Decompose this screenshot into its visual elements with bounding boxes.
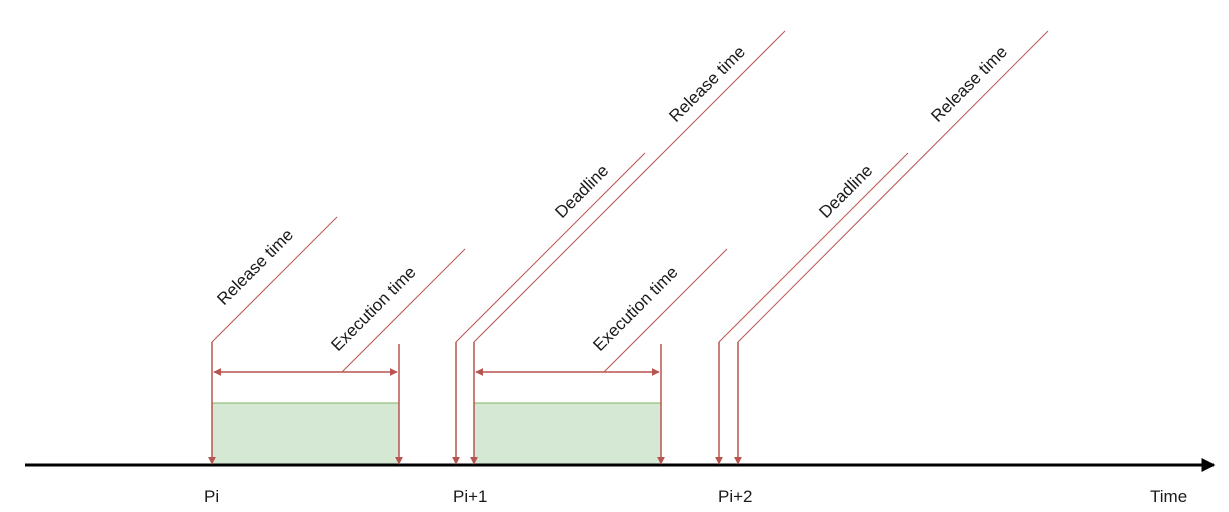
label-release-time-2: Release time bbox=[665, 42, 749, 126]
label-release-time-1: Release time bbox=[213, 225, 297, 309]
leader-execution-1 bbox=[341, 248, 466, 373]
tick-label-pi-plus-1: Pi+1 bbox=[453, 487, 488, 506]
leader-release-1 bbox=[211, 216, 338, 343]
execution-box-2 bbox=[473, 402, 662, 466]
label-release-time-3: Release time bbox=[927, 42, 1011, 126]
leader-deadline-2 bbox=[718, 152, 909, 343]
leader-release-3 bbox=[737, 30, 1049, 343]
tick-label-pi-plus-2: Pi+2 bbox=[718, 487, 753, 506]
execution-box-1 bbox=[211, 402, 400, 466]
leader-execution-2 bbox=[603, 248, 728, 373]
period-markers bbox=[208, 342, 742, 465]
leader-deadline-1 bbox=[455, 152, 646, 343]
tick-label-pi: Pi bbox=[204, 487, 219, 506]
leader-release-2 bbox=[473, 30, 786, 343]
axis-label-time: Time bbox=[1150, 487, 1187, 506]
callout-leaders bbox=[211, 30, 1049, 373]
